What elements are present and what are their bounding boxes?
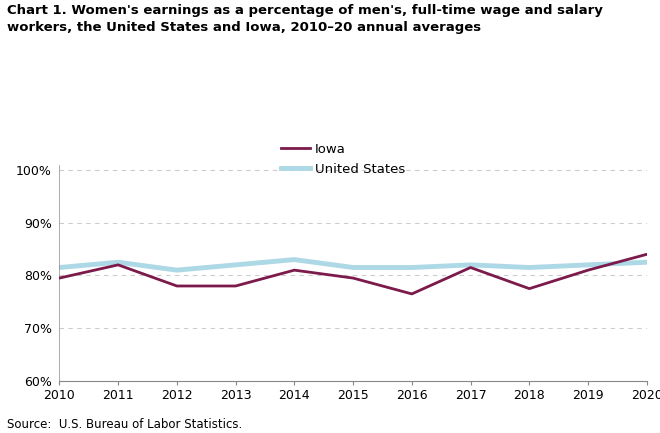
Text: Chart 1. Women's earnings as a percentage of men's, full-time wage and salary
wo: Chart 1. Women's earnings as a percentag…: [7, 4, 603, 34]
Text: Source:  U.S. Bureau of Labor Statistics.: Source: U.S. Bureau of Labor Statistics.: [7, 418, 242, 431]
Legend: Iowa, United States: Iowa, United States: [281, 143, 405, 176]
